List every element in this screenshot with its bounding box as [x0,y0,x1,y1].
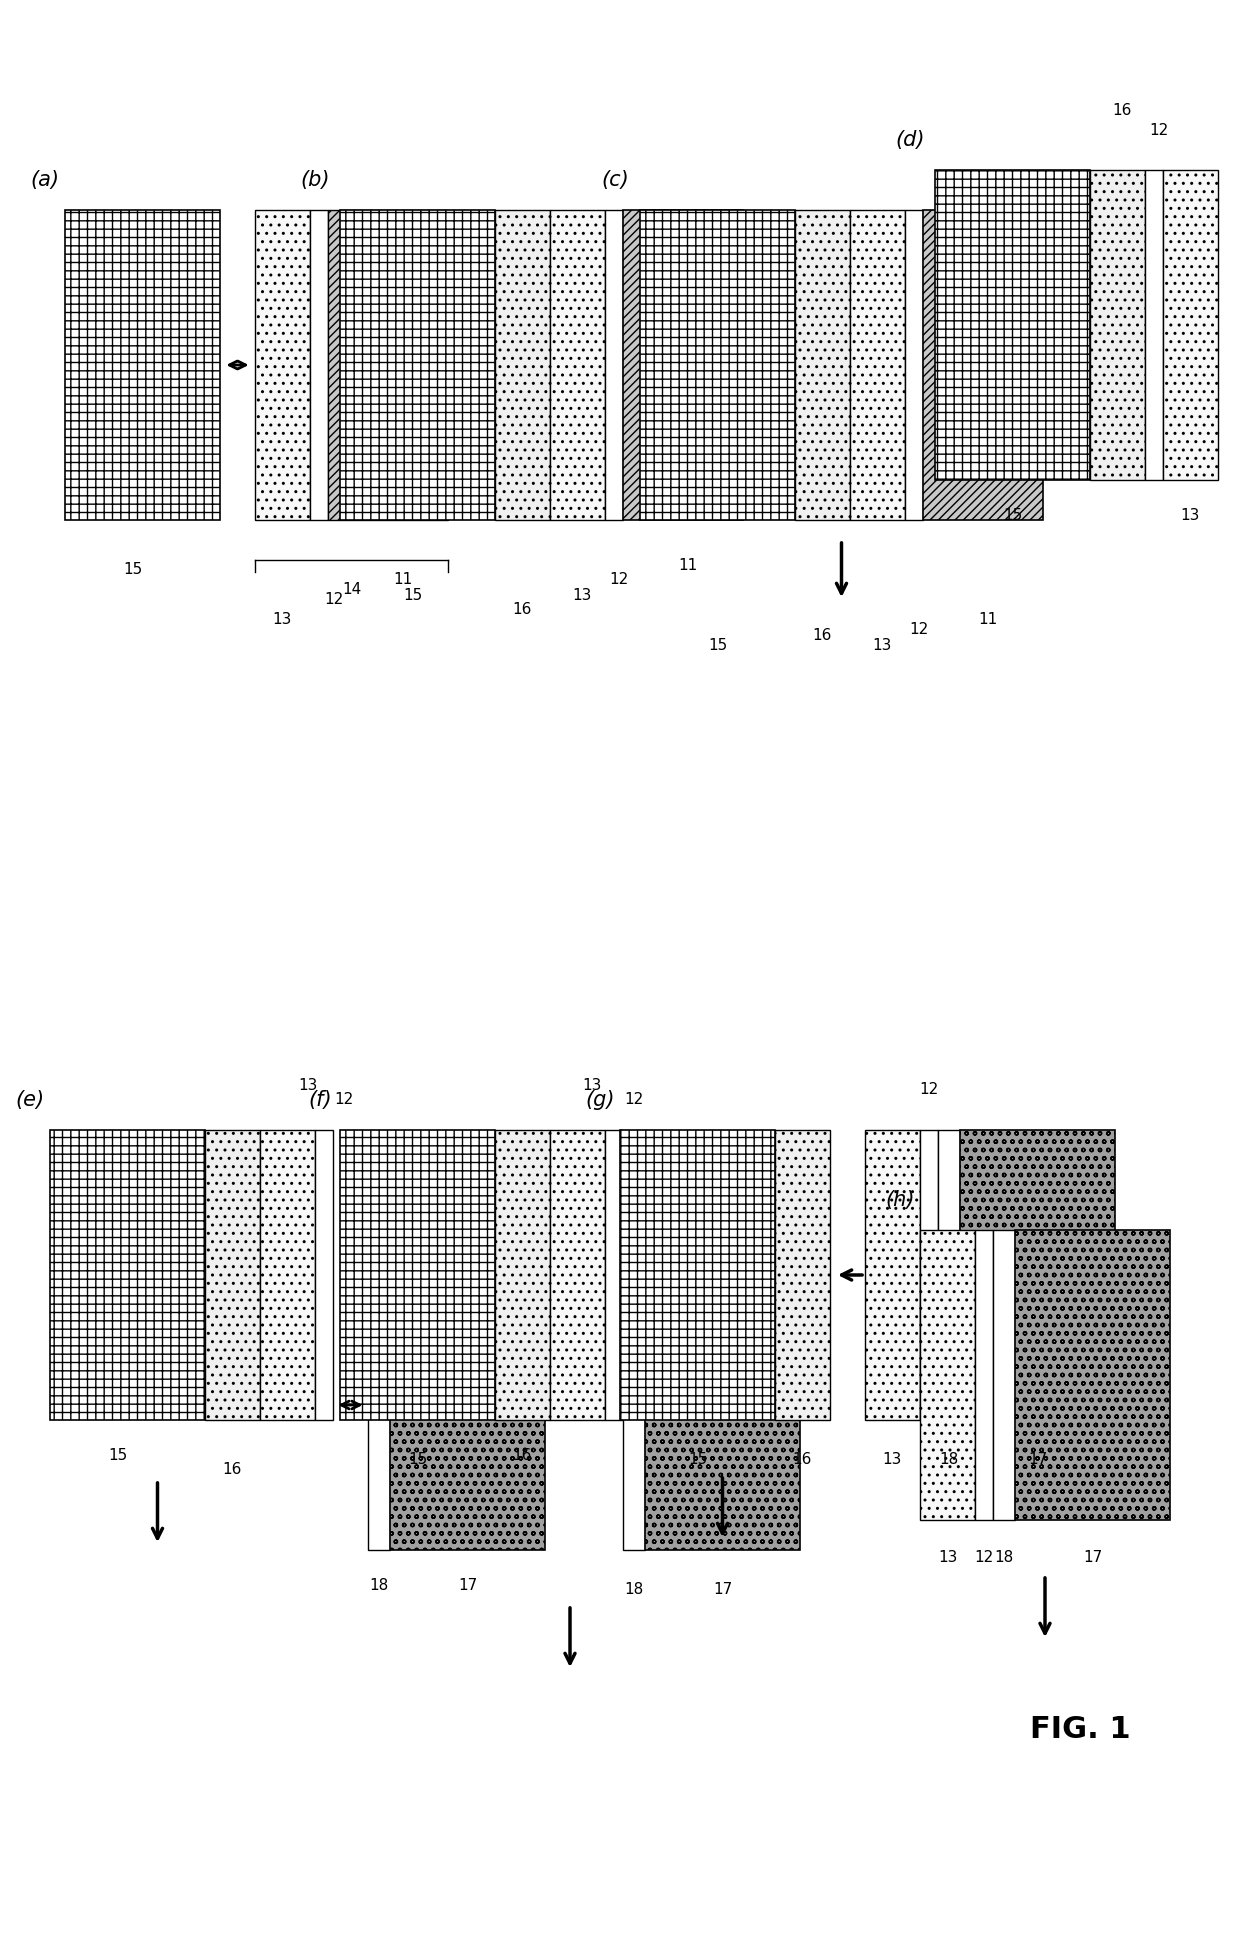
Text: 13: 13 [298,1077,317,1093]
Text: (c): (c) [601,170,629,190]
Bar [255,209,310,520]
Text: 16: 16 [223,1462,242,1478]
Bar [849,209,905,520]
Bar [495,1130,551,1419]
Text: 17: 17 [1028,1453,1047,1468]
Text: 16: 16 [812,628,832,643]
Bar [315,1130,334,1419]
Text: 16: 16 [792,1453,812,1468]
Text: (b): (b) [300,170,330,190]
Text: 11: 11 [393,573,413,588]
Text: 11: 11 [978,612,998,628]
Bar [960,1130,1115,1419]
Text: 12: 12 [609,573,629,588]
Bar [622,1261,645,1550]
Bar [605,1130,622,1419]
Text: (e): (e) [15,1091,45,1110]
Bar [993,1230,1016,1519]
Text: 15: 15 [123,563,143,577]
Text: 13: 13 [937,1550,957,1566]
Bar [391,1261,546,1550]
Bar [923,209,1043,520]
Text: 18: 18 [370,1578,388,1593]
Text: 13: 13 [883,1453,903,1468]
Bar [935,170,1090,481]
Text: 15: 15 [408,1453,427,1468]
Bar [50,1130,205,1419]
Text: 17: 17 [713,1582,732,1597]
Text: 11: 11 [678,557,698,573]
Text: 13: 13 [583,1077,603,1093]
Bar [905,209,923,520]
Text: (d): (d) [895,129,925,151]
Bar [866,1130,920,1419]
Bar [645,1261,800,1550]
Text: 13: 13 [273,612,293,628]
Bar [920,1130,937,1419]
Text: 12: 12 [919,1083,939,1097]
Bar [620,1130,775,1419]
Text: 13: 13 [573,588,593,602]
Text: (g): (g) [585,1091,615,1110]
Text: 15: 15 [108,1447,128,1462]
Bar [1016,1230,1171,1519]
Bar [310,209,329,520]
Bar [622,209,743,520]
Text: 13: 13 [873,637,893,653]
Text: 15: 15 [403,588,422,602]
Text: 18: 18 [940,1453,959,1468]
Bar [640,209,795,520]
Text: 15: 15 [688,1453,707,1468]
Text: 17: 17 [458,1578,477,1593]
Text: 16: 16 [1112,102,1132,117]
Bar [920,1230,975,1519]
Text: FIG. 1: FIG. 1 [1029,1715,1131,1744]
Bar [1163,170,1218,481]
Bar [775,1130,830,1419]
Bar [495,209,551,520]
Text: (f): (f) [309,1091,332,1110]
Bar [975,1230,993,1519]
Text: 13: 13 [1180,508,1200,522]
Bar [340,1130,495,1419]
Bar [1145,170,1163,481]
Text: 15: 15 [1003,508,1022,522]
Text: (a): (a) [31,170,60,190]
Text: 18: 18 [994,1550,1013,1566]
Text: 12: 12 [325,592,343,608]
Bar [1090,170,1145,481]
Text: 12: 12 [1149,123,1168,137]
Text: 12: 12 [909,622,929,637]
Bar [329,209,448,520]
Text: 12: 12 [335,1093,353,1107]
Bar [795,209,849,520]
Text: 16: 16 [513,1447,532,1462]
Bar [551,1130,605,1419]
Text: 12: 12 [975,1550,993,1566]
Bar [605,209,622,520]
Bar [551,209,605,520]
Text: 16: 16 [513,602,532,618]
Bar [205,1130,260,1419]
Text: 12: 12 [625,1093,644,1107]
Bar [937,1130,960,1419]
Text: 17: 17 [1083,1550,1102,1566]
Text: (h): (h) [885,1191,915,1210]
Bar [64,209,219,520]
Text: 18: 18 [625,1582,644,1597]
Text: 14: 14 [342,583,361,598]
Bar [368,1261,391,1550]
Bar [340,209,495,520]
Text: 15: 15 [708,637,727,653]
Bar [260,1130,315,1419]
